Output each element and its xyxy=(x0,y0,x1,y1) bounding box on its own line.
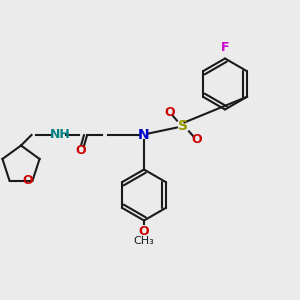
Text: O: O xyxy=(191,133,202,146)
Text: O: O xyxy=(22,174,33,187)
Text: O: O xyxy=(139,225,149,238)
Text: O: O xyxy=(164,106,175,119)
Text: O: O xyxy=(76,143,86,157)
Text: N: N xyxy=(138,128,150,142)
Text: S: S xyxy=(178,119,188,133)
Text: F: F xyxy=(221,41,229,54)
Text: NH: NH xyxy=(50,128,70,142)
Text: CH₃: CH₃ xyxy=(134,236,154,246)
